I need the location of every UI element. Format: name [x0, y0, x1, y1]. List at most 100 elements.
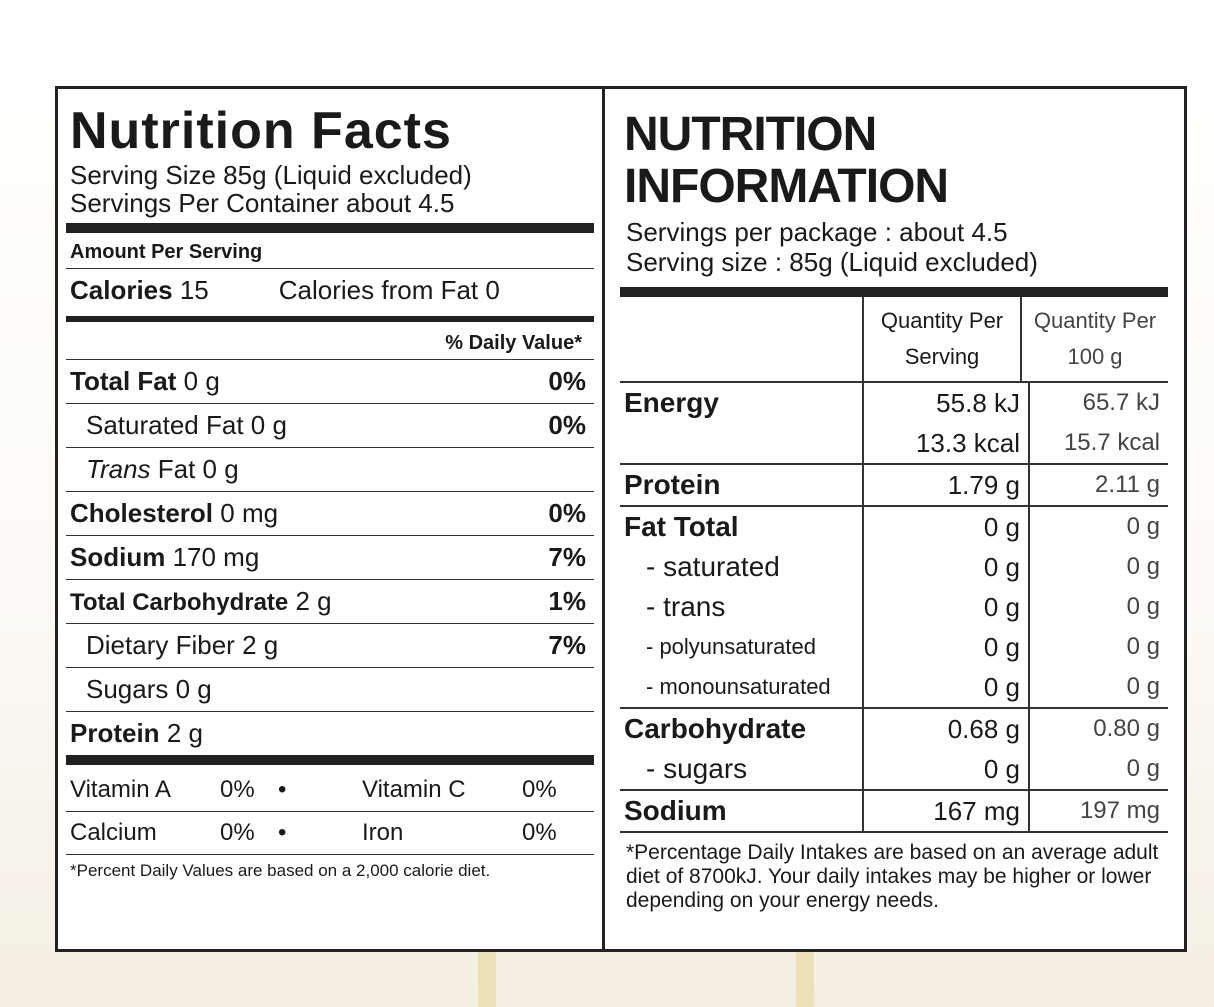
nutrition-information-panel: NUTRITION INFORMATION Servings per packa…	[620, 95, 1168, 921]
table-row-carbohydrate: Carbohydrate - sugars 0.68 g 0 g 0.80 g …	[620, 709, 1168, 791]
row-sublabel: - trans	[646, 591, 726, 622]
value-per-serving: 55.8 kJ	[936, 388, 1020, 418]
value-per-serving: 0 g	[983, 632, 1020, 662]
table-row-protein: Protein 1.79 g 2.11 g	[620, 465, 1168, 507]
value-per-100g: 0 g	[1126, 755, 1160, 782]
bullet-separator: •	[278, 819, 287, 846]
nutrient-row-sugars: Sugars 0 g	[66, 668, 594, 712]
row-label: Carbohydrate	[624, 713, 807, 744]
daily-value: 0%	[548, 498, 586, 528]
row-label: Energy	[624, 387, 719, 418]
daily-value: 0%	[548, 410, 586, 440]
footnote-left: *Percent Daily Values are based on a 2,0…	[70, 861, 491, 880]
header-blank	[620, 297, 862, 381]
nutrient-row-trans-fat: Trans Fat 0 g	[66, 448, 594, 492]
vitamin-value: 0%	[522, 776, 557, 803]
nutrition-label: Nutrition Facts Serving Size 85g (Liquid…	[55, 86, 1187, 952]
nutrient-amount: 0 mg	[220, 498, 279, 528]
thick-divider	[66, 223, 594, 233]
nutrient-label: Sodium	[70, 542, 166, 572]
rule	[66, 268, 594, 269]
nutrient-amount: 0 g	[250, 410, 287, 440]
nutrient-label: Trans	[86, 454, 151, 484]
value-per-100g: 2.11 g	[1095, 471, 1160, 498]
table-row-sodium: Sodium 167 mg 197 mg	[620, 791, 1168, 833]
nutrient-row-sodium: Sodium 170 mg 7%	[66, 536, 594, 580]
value-per-serving: 0.68 g	[947, 714, 1020, 744]
value-per-100g: 15.7 kcal	[1063, 429, 1160, 456]
row-sublabel: - monounsaturated	[646, 674, 831, 699]
vitamin-value: 0%	[522, 819, 557, 846]
row-sublabel: - polyunsaturated	[646, 634, 816, 659]
table-header-row: Quantity Per Serving Quantity Per 100 g	[620, 297, 1168, 383]
nutrient-row-dietary-fiber: Dietary Fiber 2 g 7%	[66, 624, 594, 668]
value-per-serving: 1.79 g	[947, 470, 1020, 500]
value-per-serving: 0 g	[983, 754, 1020, 784]
value-per-100g: 0 g	[1126, 553, 1160, 580]
vitamin-row: Vitamin A 0% • Vitamin C 0%	[66, 769, 594, 812]
servings-per-container: Servings Per Container about 4.5	[70, 188, 455, 218]
value-per-100g: 65.7 kJ	[1082, 389, 1160, 416]
daily-value: 7%	[548, 630, 586, 660]
value-per-100g: 0 g	[1126, 673, 1160, 700]
value-per-serving: 0 g	[983, 552, 1020, 582]
nutrient-amount: 2 g	[242, 630, 279, 660]
row-sublabel: - saturated	[646, 551, 780, 582]
value-per-serving: 0 g	[983, 512, 1020, 542]
nutrient-row-cholesterol: Cholesterol 0 mg 0%	[66, 492, 594, 536]
nutrient-label: Protein	[70, 718, 160, 748]
table-row-fat: Fat Total - saturated - trans - polyunsa…	[620, 507, 1168, 709]
value-per-100g: 0 g	[1126, 513, 1160, 540]
value-per-100g: 197 mg	[1079, 797, 1160, 824]
nutrient-label: Total Fat	[70, 366, 177, 396]
nutrition-table: Quantity Per Serving Quantity Per 100 g …	[620, 287, 1168, 833]
calories-label: Calories	[70, 275, 173, 305]
serving-size: Serving size : 85g (Liquid excluded)	[626, 247, 1038, 277]
value-per-100g: 0 g	[1126, 593, 1160, 620]
value-per-serving: 0 g	[983, 672, 1020, 702]
footnote-right: *Percentage Daily Intakes are based on a…	[626, 841, 1159, 912]
vitamin-name: Vitamin C	[362, 776, 466, 803]
table-row-energy: Energy 55.8 kJ 13.3 kcal 65.7 kJ 15.7 kc…	[620, 383, 1168, 465]
daily-value: 7%	[548, 542, 586, 572]
row-sublabel: - sugars	[646, 753, 748, 784]
calories-value: 15	[179, 275, 209, 305]
value-per-serving: 0 g	[983, 592, 1020, 622]
nutrient-row-total-fat: Total Fat 0 g 0%	[66, 360, 594, 404]
nutrient-amount: 0 g	[183, 366, 220, 396]
amount-per-serving: Amount Per Serving	[70, 241, 263, 263]
value-per-serving: 13.3 kcal	[915, 428, 1020, 458]
bullet-separator: •	[278, 776, 287, 803]
servings-per-package: Servings per package : about 4.5	[626, 217, 1008, 247]
col-per-100g: Quantity Per 100 g	[1020, 297, 1168, 381]
nutrient-row-saturated-fat: Saturated Fat 0 g 0%	[66, 404, 594, 448]
calories-from-fat: Calories from Fat 0	[278, 275, 500, 305]
medium-divider	[66, 316, 594, 322]
nutrition-facts-title: Nutrition Facts	[70, 102, 452, 160]
nutrition-facts-panel: Nutrition Facts Serving Size 85g (Liquid…	[66, 95, 594, 887]
vitamin-value: 0%	[220, 819, 255, 846]
panel-divider	[602, 89, 605, 949]
vitamin-name: Iron	[362, 819, 404, 846]
nutrition-information-title: NUTRITION INFORMATION	[624, 108, 949, 213]
row-label: Sodium	[624, 795, 727, 826]
nutrient-amount: 2 g	[166, 718, 203, 748]
nutrient-label: Sugars	[86, 674, 169, 704]
nutrient-label: Cholesterol	[70, 498, 214, 528]
daily-value: 1%	[548, 586, 586, 616]
nutrient-label: Saturated Fat	[86, 410, 244, 440]
vitamin-name: Calcium	[70, 819, 157, 846]
nutrient-amount: Fat 0 g	[157, 454, 239, 484]
nutrient-label: Total Carbohydrate	[70, 589, 289, 616]
calories-row: Calories 15 Calories from Fat 0	[66, 269, 594, 312]
thick-divider	[66, 755, 594, 765]
value-per-100g: 0 g	[1126, 633, 1160, 660]
nutrient-amount: 170 mg	[172, 542, 260, 572]
vitamin-value: 0%	[220, 776, 255, 803]
nutrient-amount: 0 g	[175, 674, 212, 704]
vitamin-name: Vitamin A	[70, 776, 171, 803]
value-per-serving: 167 mg	[933, 796, 1020, 826]
nutrient-amount: 2 g	[295, 586, 332, 616]
nutrient-row-total-carbohydrate: Total Carbohydrate 2 g 1%	[66, 580, 594, 624]
nutrient-label: Dietary Fiber	[86, 630, 235, 660]
